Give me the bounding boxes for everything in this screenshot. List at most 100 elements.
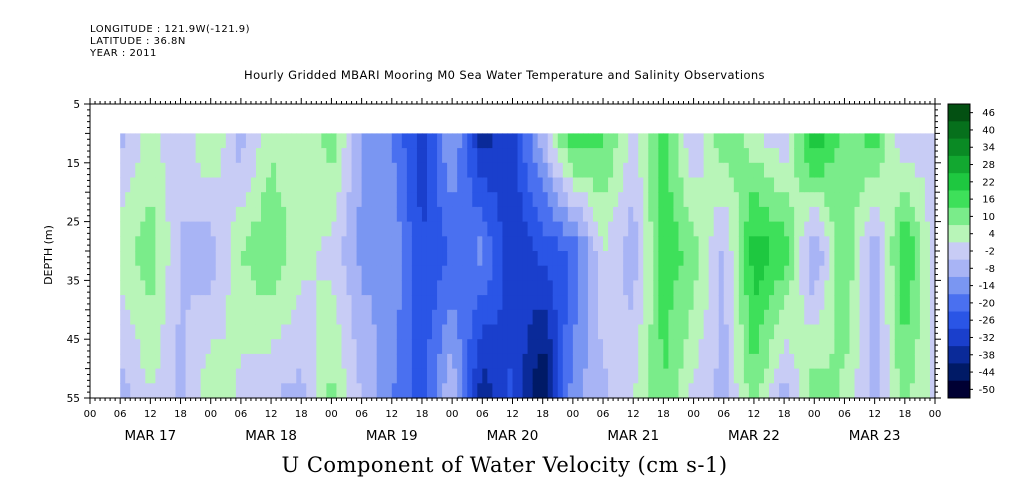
heatmap-cell	[849, 265, 856, 281]
heatmap-cell	[150, 309, 156, 326]
heatmap-cell	[286, 251, 292, 267]
heatmap-cell	[281, 177, 287, 193]
heatmap-cell	[145, 177, 151, 193]
heatmap-cell	[608, 148, 614, 164]
heatmap-cell	[321, 383, 327, 399]
heatmap-cell	[145, 133, 151, 149]
heatmap-cell	[663, 148, 670, 164]
heatmap-cell	[879, 309, 886, 326]
heatmap-cell	[205, 309, 212, 326]
heatmap-cell	[648, 251, 654, 267]
heatmap-cell	[658, 324, 664, 340]
colorbar-label: -38	[979, 350, 995, 361]
heatmap-cell	[376, 236, 383, 252]
heatmap-cell	[426, 353, 433, 370]
heatmap-cell	[155, 353, 162, 370]
heatmap-cell	[120, 236, 126, 252]
heatmap-cell	[819, 251, 825, 267]
heatmap-cell	[819, 236, 825, 252]
heatmap-cell	[250, 295, 257, 311]
heatmap-cell	[668, 221, 675, 237]
heatmap-cell	[648, 280, 654, 296]
heatmap-cell	[713, 383, 720, 399]
heatmap-cell	[306, 295, 312, 311]
heatmap-cell	[728, 265, 735, 281]
heatmap-cell	[713, 162, 720, 179]
heatmap-cell	[738, 368, 745, 384]
heatmap-cell	[447, 133, 453, 149]
heatmap-cell	[919, 353, 926, 370]
heatmap-cell	[351, 148, 358, 164]
heatmap-cell	[240, 192, 247, 208]
heatmap-cell	[879, 383, 886, 399]
heatmap-cell	[225, 324, 232, 340]
heatmap-cell	[130, 148, 136, 164]
heatmap-cell	[286, 295, 292, 311]
heatmap-cell	[462, 383, 468, 399]
heatmap-cell	[854, 162, 861, 179]
heatmap-cell	[346, 324, 353, 340]
heatmap-cell	[859, 339, 866, 355]
heatmap-cell	[587, 280, 594, 296]
heatmap-cell	[361, 177, 368, 193]
heatmap-cell	[190, 177, 197, 193]
heatmap-cell	[598, 339, 604, 355]
heatmap-cell	[919, 206, 926, 223]
colorbar-swatch	[948, 190, 970, 209]
heatmap-cell	[135, 368, 141, 384]
heatmap-cell	[250, 280, 257, 296]
heatmap-cell	[567, 280, 574, 296]
heatmap-cell	[482, 295, 488, 311]
heatmap-cell	[592, 280, 599, 296]
heatmap-cell	[613, 206, 619, 223]
heatmap-cell	[763, 192, 770, 208]
heatmap-cell	[155, 206, 162, 223]
heatmap-cell	[296, 221, 302, 237]
heatmap-cell	[834, 324, 841, 340]
heatmap-cell	[487, 368, 493, 384]
heatmap-cell	[220, 148, 227, 164]
heatmap-cell	[638, 280, 644, 296]
heatmap-cell	[743, 339, 750, 355]
heatmap-cell	[668, 177, 675, 193]
heatmap-cell	[904, 251, 911, 267]
heatmap-cell	[145, 206, 151, 223]
heatmap-cell	[160, 192, 167, 208]
heatmap-cell	[919, 221, 926, 237]
heatmap-cell	[477, 295, 483, 311]
heatmap-cell	[708, 353, 715, 370]
heatmap-cell	[718, 309, 725, 326]
heatmap-cell	[276, 221, 282, 237]
heatmap-cell	[613, 221, 619, 237]
heatmap-cell	[215, 221, 222, 237]
heatmap-cell	[517, 236, 524, 252]
heatmap-cell	[120, 353, 126, 370]
heatmap-cell	[779, 383, 785, 399]
heatmap-cell	[738, 265, 745, 281]
heatmap-cell	[804, 236, 810, 252]
heatmap-cell	[698, 353, 705, 370]
heatmap-cell	[336, 236, 343, 252]
heatmap-cell	[472, 324, 478, 340]
heatmap-cell	[160, 280, 167, 296]
heatmap-cell	[140, 192, 146, 208]
heatmap-cell	[929, 162, 936, 179]
heatmap-cell	[658, 251, 664, 267]
heatmap-cell	[467, 177, 473, 193]
heatmap-cell	[809, 221, 815, 237]
heatmap-cell	[391, 339, 398, 355]
heatmap-cell	[175, 177, 182, 193]
x-tick-label: 00	[929, 409, 942, 420]
heatmap-cell	[497, 309, 504, 326]
heatmap-cell	[200, 368, 207, 384]
heatmap-cell	[366, 353, 373, 370]
heatmap-cell	[824, 162, 830, 179]
heatmap-cell	[562, 236, 569, 252]
heatmap-cell	[814, 177, 820, 193]
heatmap-cell	[919, 133, 926, 149]
heatmap-cell	[819, 133, 825, 149]
heatmap-cell	[829, 148, 836, 164]
heatmap-cell	[618, 309, 624, 326]
heatmap-cell	[401, 353, 408, 370]
heatmap-cell	[271, 295, 277, 311]
